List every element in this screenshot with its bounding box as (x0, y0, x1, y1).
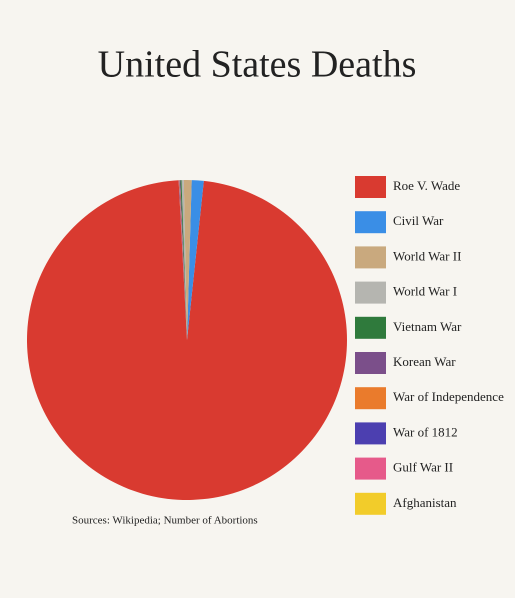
legend-swatch (355, 176, 386, 198)
legend-swatch (355, 352, 386, 374)
pie-slice (178, 180, 187, 340)
pie-slice (178, 180, 187, 340)
legend-swatch (355, 457, 386, 480)
pie-slice (181, 180, 187, 340)
legend-label: Vietnam War (393, 319, 462, 334)
pie-slice (27, 180, 348, 500)
chart-title: United States Deaths (98, 44, 417, 86)
legend-swatch (355, 422, 386, 445)
legend-label: War of 1812 (393, 424, 458, 439)
pie-slice (183, 180, 192, 340)
legend-label: World War I (393, 284, 457, 299)
legend-swatch (355, 387, 386, 410)
legend-label: Korean War (393, 354, 456, 369)
legend-label: War of Independence (393, 389, 504, 404)
legend-swatch (355, 492, 386, 515)
legend-label: Roe V. Wade (393, 178, 460, 193)
source-note: Sources: Wikipedia; Number of Abortions (72, 515, 258, 527)
legend-label: Civil War (393, 213, 444, 228)
legend-label: Gulf War II (393, 460, 453, 475)
pie-slice (187, 180, 204, 340)
pie-slice (180, 180, 187, 340)
legend-swatch (355, 316, 386, 339)
legend-swatch (355, 246, 386, 269)
pie-slice (178, 180, 187, 340)
pie-slice (179, 180, 187, 340)
legend-swatch (355, 281, 386, 304)
legend-label: Afghanistan (393, 495, 457, 510)
legend-swatch (355, 211, 386, 234)
pie-slice (179, 180, 187, 340)
legend-label: World War II (393, 248, 461, 263)
